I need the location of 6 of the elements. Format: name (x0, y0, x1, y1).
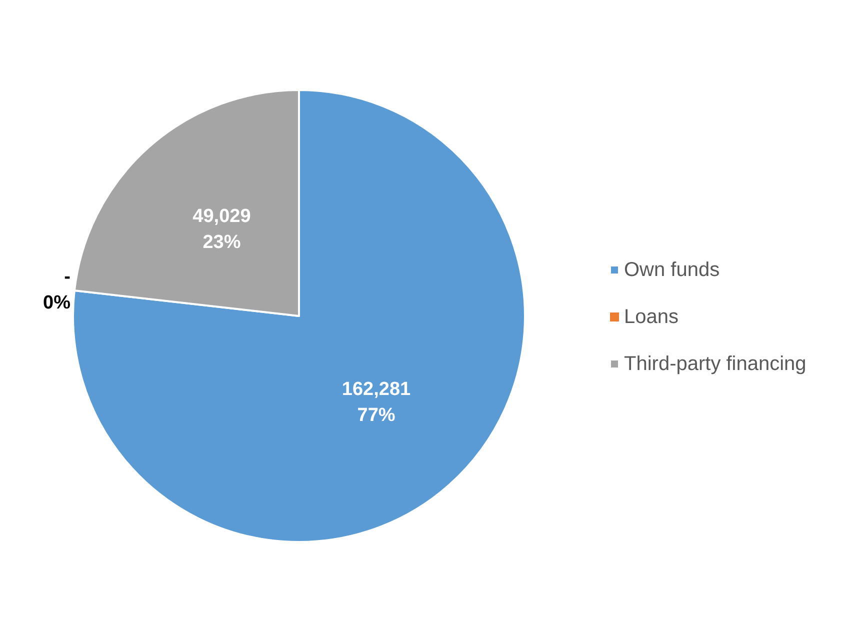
data-label: 49,029 23% (192, 206, 251, 253)
legend-label: Own funds (624, 259, 720, 281)
text: - 0% (42, 266, 70, 314)
data-label: 162,281 77% (342, 379, 412, 426)
legend-label: Third-party financing (624, 353, 806, 375)
legend-label: Loans (624, 306, 678, 328)
